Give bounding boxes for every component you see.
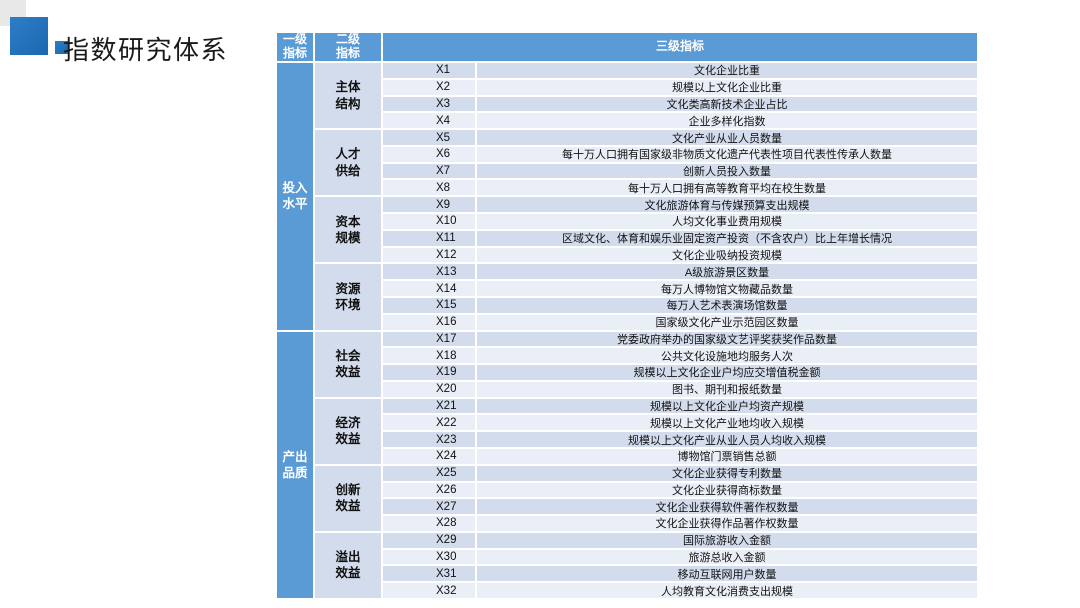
level2-cell-label: 资源环境 xyxy=(335,281,361,312)
indicator-desc-cell: 党委政府举办的国家级文艺评奖获奖作品数量 xyxy=(477,331,977,347)
indicator-desc-cell: 旅游总收入金额 xyxy=(477,549,977,565)
header-level1-label: 一级指标 xyxy=(283,33,308,60)
level2-cell: 主体结构 xyxy=(315,63,381,129)
indicator-desc-cell: 规模以上文化企业比重 xyxy=(477,79,977,95)
header-level2-label: 二级指标 xyxy=(336,33,361,60)
page-title: 指数研究体系 xyxy=(63,35,229,66)
indicator-code-cell: X29 xyxy=(383,532,475,548)
level2-cell: 资本规模 xyxy=(315,197,381,263)
level2-cell-label: 社会效益 xyxy=(335,348,361,380)
indicator-desc-cell: 每十万人口拥有高等教育平均在校生数量 xyxy=(477,180,977,196)
indicator-code-cell: X11 xyxy=(383,230,475,246)
indicator-code-cell: X5 xyxy=(383,130,475,145)
title-deco-small-square xyxy=(55,41,68,54)
indicator-code-cell: X23 xyxy=(383,432,475,447)
level1-cell-label: 产出品质 xyxy=(282,449,308,480)
indicator-code-cell: X7 xyxy=(383,163,475,179)
indicator-desc-cell: 企业多样化指数 xyxy=(477,113,977,129)
indicator-desc-cell: 规模以上文化企业户均资产规模 xyxy=(477,398,977,414)
header-level1: 一级指标 xyxy=(277,33,313,61)
indicator-code-cell: X6 xyxy=(383,146,475,162)
indicator-code-cell: X27 xyxy=(383,499,475,515)
indicator-desc-cell: 图书、期刊和报纸数量 xyxy=(477,381,977,397)
indicator-code-cell: X13 xyxy=(383,264,475,280)
level2-cell: 社会效益 xyxy=(315,331,381,397)
indicator-desc-cell: 文化企业获得软件著作权数量 xyxy=(477,499,977,515)
indicator-code-cell: X16 xyxy=(383,314,475,330)
indicator-code-cell: X2 xyxy=(383,79,475,95)
indicator-code-cell: X15 xyxy=(383,297,475,313)
indicator-code-cell: X19 xyxy=(383,365,475,380)
header-level2: 二级指标 xyxy=(315,33,381,61)
indicator-desc-cell: 文化类高新技术企业占比 xyxy=(477,96,977,112)
indicator-code-cell: X32 xyxy=(383,583,475,598)
indicator-desc-cell: 规模以上文化产业地均收入规模 xyxy=(477,415,977,431)
level2-cell: 创新效益 xyxy=(315,465,381,531)
indicator-desc-cell: 人均文化事业费用规模 xyxy=(477,214,977,229)
indicator-desc-cell: 文化企业获得商标数量 xyxy=(477,482,977,498)
header-level3: 三级指标 xyxy=(383,33,977,61)
level2-cell-label: 主体结构 xyxy=(335,80,361,111)
indicator-code-cell: X14 xyxy=(383,281,475,296)
indicator-code-cell: X28 xyxy=(383,516,475,531)
indicator-desc-cell: 文化企业比重 xyxy=(477,63,977,78)
indicator-desc-cell: 区域文化、体育和娱乐业固定资产投资（不含农户）比上年增长情况 xyxy=(477,230,977,246)
indicator-desc-cell: 规模以上文化企业户均应交增值税金额 xyxy=(477,365,977,380)
indicator-desc-cell: 公共文化设施地均服务人次 xyxy=(477,348,977,364)
level2-cell: 溢出效益 xyxy=(315,532,381,598)
header-level3-label: 三级指标 xyxy=(655,39,704,54)
indicator-desc-cell: 规模以上文化产业从业人员人均收入规模 xyxy=(477,432,977,447)
indicator-desc-cell: 每万人博物馆文物藏品数量 xyxy=(477,281,977,296)
level2-cell-label: 经济效益 xyxy=(335,415,361,447)
indicator-table: 一级指标 二级指标 三级指标 投入水平 主体结构 X1 文化企业比重 X2 规模以上文化企… xyxy=(277,33,977,598)
indicator-desc-cell: 文化企业吸纳投资规模 xyxy=(477,247,977,263)
indicator-code-cell: X30 xyxy=(383,549,475,565)
indicator-desc-cell: 每万人艺术表演场馆数量 xyxy=(477,297,977,313)
indicator-code-cell: X1 xyxy=(383,63,475,78)
indicator-code-cell: X8 xyxy=(383,180,475,196)
indicator-code-cell: X22 xyxy=(383,415,475,431)
level2-cell-label: 创新效益 xyxy=(335,483,361,514)
indicator-desc-cell: 文化企业获得专利数量 xyxy=(477,465,977,481)
indicator-code-cell: X12 xyxy=(383,247,475,263)
indicator-code-cell: X10 xyxy=(383,214,475,229)
indicator-code-cell: X18 xyxy=(383,348,475,364)
indicator-code-cell: X9 xyxy=(383,197,475,213)
indicator-code-cell: X20 xyxy=(383,381,475,397)
indicator-desc-cell: 国际旅游收入金额 xyxy=(477,532,977,548)
level2-cell: 人才供给 xyxy=(315,130,381,196)
indicator-desc-cell: 每十万人口拥有国家级非物质文化遗产代表性项目代表性传承人数量 xyxy=(477,146,977,162)
indicator-code-cell: X24 xyxy=(383,448,475,464)
indicator-code-cell: X3 xyxy=(383,96,475,112)
indicator-desc-cell: 移动互联网用户数量 xyxy=(477,566,977,582)
indicator-desc-cell: 文化企业获得作品著作权数量 xyxy=(477,516,977,531)
indicator-desc-cell: 博物馆门票销售总额 xyxy=(477,448,977,464)
indicator-desc-cell: 国家级文化产业示范园区数量 xyxy=(477,314,977,330)
level2-cell: 经济效益 xyxy=(315,398,381,464)
level2-cell-label: 人才供给 xyxy=(335,147,361,178)
indicator-code-cell: X4 xyxy=(383,113,475,129)
level1-cell: 产出品质 xyxy=(277,331,313,598)
level1-cell: 投入水平 xyxy=(277,63,313,330)
indicator-code-cell: X31 xyxy=(383,566,475,582)
title-deco-blue-square xyxy=(10,17,48,55)
level1-cell-label: 投入水平 xyxy=(282,181,308,212)
level2-cell-label: 溢出效益 xyxy=(335,550,361,581)
indicator-code-cell: X26 xyxy=(383,482,475,498)
indicator-desc-cell: 人均教育文化消费支出规模 xyxy=(477,583,977,598)
level2-cell-label: 资本规模 xyxy=(335,214,361,245)
indicator-desc-cell: A级旅游景区数量 xyxy=(477,264,977,280)
indicator-desc-cell: 创新人员投入数量 xyxy=(477,163,977,179)
indicator-code-cell: X25 xyxy=(383,465,475,481)
indicator-desc-cell: 文化旅游体育与传媒预算支出规模 xyxy=(477,197,977,213)
indicator-code-cell: X21 xyxy=(383,398,475,414)
indicator-desc-cell: 文化产业从业人员数量 xyxy=(477,130,977,145)
level2-cell: 资源环境 xyxy=(315,264,381,330)
indicator-code-cell: X17 xyxy=(383,331,475,347)
